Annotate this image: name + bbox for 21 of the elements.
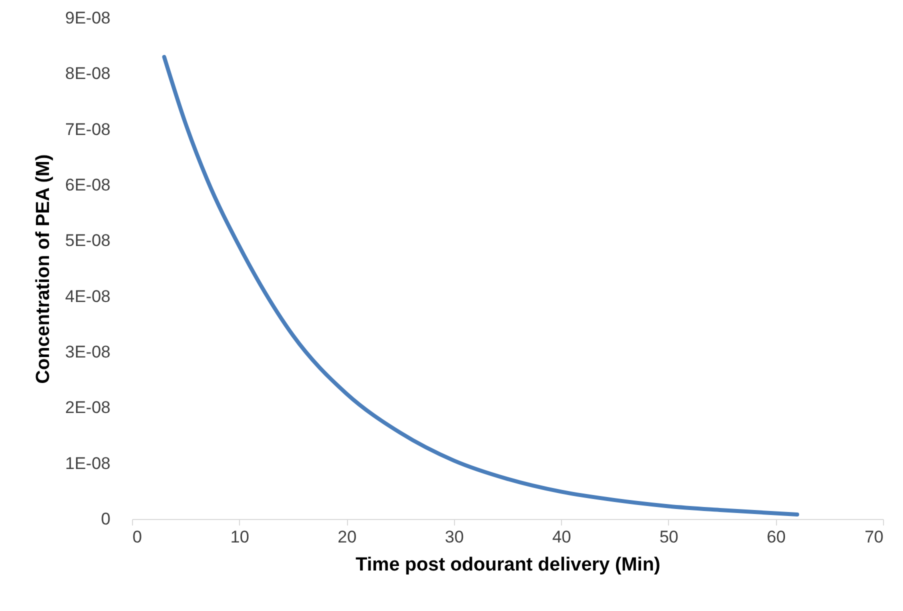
x-tick-label: 0: [132, 528, 142, 546]
y-tick-label: 1E-08: [65, 454, 110, 473]
y-tick-label: 9E-08: [65, 8, 110, 28]
x-tick-label: 40: [552, 528, 572, 546]
y-tick-label: 4E-08: [65, 286, 110, 306]
y-tick-label: 6E-08: [65, 176, 110, 194]
x-tick-label: 20: [338, 528, 357, 546]
y-tick-label: 8E-08: [65, 64, 110, 84]
line-series: [162, 54, 800, 517]
y-axis-title: Concentration of PEA (M): [33, 154, 54, 384]
y-tick-label: 2E-08: [65, 398, 110, 418]
x-axis-title: Time post odourant delivery (Min): [356, 554, 660, 576]
x-tick-label: 70: [864, 528, 884, 546]
x-tick-label: 10: [230, 528, 250, 546]
x-tick-label: 30: [444, 528, 464, 546]
y-tick-label: 0: [101, 510, 110, 528]
y-tick-label: 3E-08: [65, 342, 110, 362]
y-tick-label: 7E-08: [65, 120, 110, 139]
x-tick-label: 60: [766, 528, 786, 546]
x-tick-label: 50: [659, 528, 678, 546]
y-tick-label: 5E-08: [65, 231, 110, 250]
